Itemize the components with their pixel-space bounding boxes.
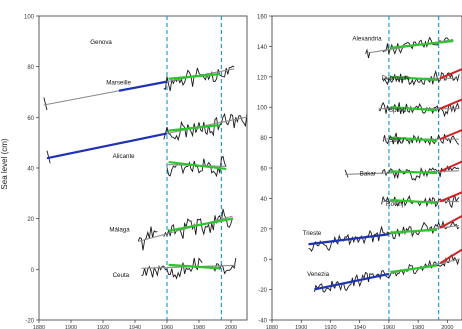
- x-tick-label: 1940: [129, 325, 141, 329]
- y-tick-label: 80: [27, 65, 34, 71]
- observed-series: [43, 65, 235, 111]
- y-tick-label: 60: [260, 167, 267, 173]
- observed-series: [137, 208, 234, 251]
- station-ceuta: Ceuta: [113, 257, 237, 280]
- x-tick-label: 1980: [412, 325, 424, 329]
- station-venezia: Venezia: [307, 248, 462, 293]
- trend-early-period: [308, 233, 390, 246]
- station-label: Alicante: [113, 153, 136, 160]
- x-tick-label: 2000: [225, 325, 237, 329]
- y-tick-label: -40: [258, 319, 267, 325]
- y-tick-label: 100: [257, 106, 268, 112]
- plot-area: Alexandria Dubrovnik Split II Split I Bakar R…: [303, 16, 462, 320]
- trend-full-record: [138, 215, 233, 243]
- y-axis-label: Sea level (cm): [0, 138, 9, 189]
- station-label: Ceuta: [113, 272, 130, 279]
- trend-1960-1993: [390, 264, 438, 274]
- station-label: Bakar: [360, 171, 376, 178]
- station-dubrovnik: Dubrovnik: [382, 68, 462, 86]
- station-alicante: Alicante: [113, 153, 227, 178]
- x-tick-label: 2000: [441, 325, 453, 329]
- station-label: Dubrovnik: [382, 75, 411, 82]
- observed-series: [308, 220, 460, 252]
- station-label: Venezia: [307, 271, 330, 278]
- trend-1960-1993: [168, 73, 220, 80]
- trend-early-period: [46, 132, 168, 160]
- right-panel: -40 -20 0 20 40 60 80 100 120 140 160 1880 1900 1920 1…: [257, 15, 462, 329]
- station-label: Split II: [389, 107, 406, 114]
- x-tick-label: 1880: [266, 325, 278, 329]
- x-tick-label: 1980: [193, 325, 205, 329]
- y-tick-label: 40: [27, 167, 34, 173]
- y-tick-label: -20: [258, 288, 267, 294]
- trend-1960-1993: [390, 39, 454, 49]
- station-split-i: Split I: [382, 129, 462, 146]
- trend-recent: [439, 98, 462, 110]
- y-tick-label: 100: [24, 15, 35, 21]
- x-tick-label: 1920: [97, 325, 109, 329]
- x-tick-label: 1940: [354, 325, 366, 329]
- trend-recent: [439, 248, 462, 265]
- station-label: Alexandria: [352, 35, 382, 42]
- x-tick-label: 1900: [65, 325, 77, 329]
- station-split-ii: Split II: [378, 98, 462, 118]
- trend-1960-1993: [390, 75, 438, 81]
- station-m-laga: Málaga: [109, 208, 234, 251]
- x-tick-label: 1920: [324, 325, 336, 329]
- station-genova: Genova: [43, 39, 235, 111]
- trend-1960-1993: [168, 124, 220, 132]
- trend-recent: [439, 215, 462, 229]
- x-tick-label: 1900: [295, 325, 307, 329]
- x-tick-label: 1880: [33, 325, 45, 329]
- station-label: Genova: [90, 39, 112, 46]
- trend-1960-1993: [168, 217, 233, 232]
- station-label: Marseille: [106, 79, 131, 86]
- station-rovinj: Rovinj: [381, 191, 462, 209]
- observed-series: [381, 194, 460, 209]
- trend-early-period: [314, 272, 390, 291]
- y-tick-label: 40: [260, 197, 267, 203]
- y-tick-label: 20: [260, 227, 267, 233]
- x-tick-label: 1960: [161, 325, 173, 329]
- y-tick-label: 120: [257, 75, 268, 81]
- station-trieste: Trieste: [303, 215, 462, 252]
- trend-1960-1993: [168, 263, 220, 270]
- y-tick-label: 80: [260, 136, 267, 142]
- y-tick-label: 20: [27, 217, 34, 223]
- plot-area: Genova Marseille Alicante Málaga Ceuta: [43, 16, 247, 320]
- station-alexandria: Alexandria: [352, 35, 454, 59]
- y-tick-label: -20: [25, 319, 34, 325]
- station-bakar: Bakar: [344, 160, 462, 182]
- left-panel: -20 0 20 40 60 80 100 1880 1900 1920 1940 1960 1980 2…: [24, 15, 248, 329]
- x-tick-label: 1960: [383, 325, 395, 329]
- trend-1960-1993: [168, 160, 227, 171]
- trend-recent: [439, 191, 462, 203]
- trend-1960-1993: [390, 106, 438, 112]
- y-tick-label: 0: [264, 258, 268, 264]
- trend-1960-1993: [390, 170, 438, 175]
- trend-1960-1993: [390, 228, 438, 234]
- station-marseille: Marseille: [46, 79, 247, 164]
- station-label: Rovinj: [386, 201, 403, 208]
- y-tick-label: 160: [257, 15, 268, 21]
- station-label: Split I: [389, 137, 405, 144]
- trend-1960-1993: [390, 136, 438, 142]
- trend-recent: [439, 129, 462, 141]
- trend-1960-1993: [390, 198, 438, 205]
- y-tick-label: 0: [31, 268, 35, 274]
- station-label: Trieste: [303, 230, 322, 237]
- y-tick-label: 60: [27, 116, 34, 122]
- trend-recent: [439, 160, 462, 173]
- trend-recent: [439, 68, 462, 80]
- trend-early-period: [118, 80, 168, 92]
- y-tick-label: 140: [257, 45, 268, 51]
- station-label: Málaga: [109, 226, 130, 233]
